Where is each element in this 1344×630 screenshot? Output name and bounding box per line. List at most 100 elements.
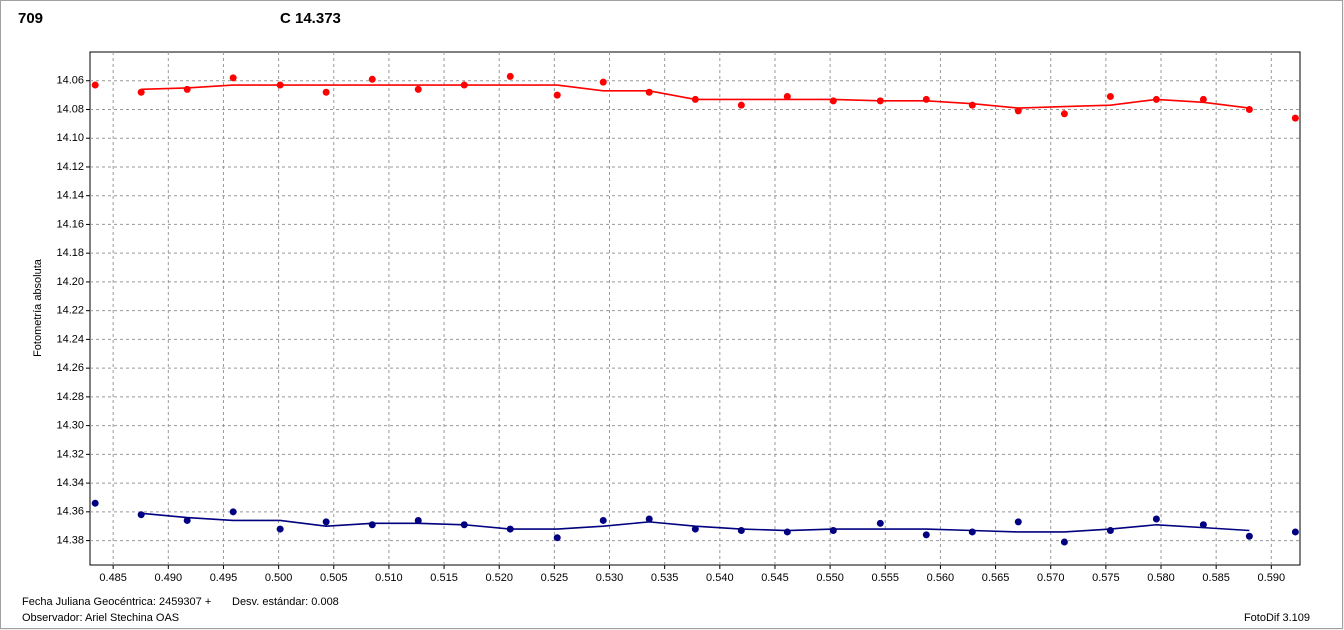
data-point — [1199, 95, 1207, 103]
x-tick-label: 0.560 — [927, 572, 955, 584]
data-point — [368, 521, 376, 529]
x-tick-label: 0.565 — [982, 572, 1010, 584]
data-point — [1245, 105, 1253, 113]
plot-area — [89, 51, 1301, 566]
data-point — [414, 85, 422, 93]
data-point — [922, 531, 930, 539]
data-point — [783, 93, 791, 101]
y-tick-label: 14.26 — [56, 362, 84, 374]
data-point — [922, 95, 930, 103]
data-point — [968, 101, 976, 109]
y-tick-label: 14.24 — [56, 333, 84, 345]
data-point — [829, 97, 837, 105]
data-point — [368, 75, 376, 83]
x-tick-label: 0.495 — [210, 572, 238, 584]
data-point — [553, 534, 561, 542]
y-tick-label: 14.12 — [56, 161, 84, 173]
data-point — [1291, 114, 1299, 122]
data-point — [691, 525, 699, 533]
data-point — [414, 516, 422, 524]
data-point — [876, 519, 884, 527]
x-tick-label: 0.520 — [485, 572, 513, 584]
y-tick-label: 14.38 — [56, 534, 84, 546]
data-point — [322, 518, 330, 526]
series-title: C 14.373 — [280, 10, 341, 27]
data-point — [1152, 515, 1160, 523]
y-tick-label: 14.20 — [56, 276, 84, 288]
y-tick-label: 14.14 — [56, 190, 84, 202]
data-point — [229, 74, 237, 82]
x-tick-label: 0.515 — [430, 572, 458, 584]
x-tick-label: 0.510 — [375, 572, 403, 584]
x-tick-label: 0.525 — [541, 572, 569, 584]
data-point — [1060, 110, 1068, 118]
y-axis-label: Fotometría absoluta — [32, 258, 44, 357]
data-point — [276, 81, 284, 89]
data-point — [645, 88, 653, 96]
data-point — [276, 525, 284, 533]
x-tick-label: 0.485 — [99, 572, 127, 584]
y-tick-label: 14.06 — [56, 75, 84, 87]
x-tick-label: 0.585 — [1202, 572, 1230, 584]
data-point — [829, 527, 837, 535]
data-point — [91, 81, 99, 89]
data-point — [137, 511, 145, 519]
data-point — [460, 81, 468, 89]
data-point — [645, 515, 653, 523]
x-tick-label: 0.555 — [872, 572, 900, 584]
data-point — [737, 101, 745, 109]
data-point — [322, 88, 330, 96]
y-tick-label: 14.22 — [56, 305, 84, 317]
x-tick-label: 0.490 — [155, 572, 183, 584]
y-tick-label: 14.36 — [56, 506, 84, 518]
data-point — [460, 521, 468, 529]
y-tick-label: 14.32 — [56, 448, 84, 460]
data-point — [1106, 93, 1114, 101]
x-tick-label: 0.500 — [265, 572, 293, 584]
y-tick-label: 14.08 — [56, 103, 84, 115]
data-point — [1245, 532, 1253, 540]
data-point — [783, 528, 791, 536]
data-point — [183, 85, 191, 93]
data-point — [1014, 518, 1022, 526]
y-tick-label: 14.16 — [56, 218, 84, 230]
x-tick-label: 0.545 — [761, 572, 789, 584]
y-tick-label: 14.18 — [56, 247, 84, 259]
footer-text: Fecha Juliana Geocéntrica: 2459307 + — [22, 596, 211, 608]
data-point — [1152, 95, 1160, 103]
data-point — [1291, 528, 1299, 536]
x-tick-label: 0.540 — [706, 572, 734, 584]
x-tick-label: 0.505 — [320, 572, 348, 584]
data-point — [1199, 521, 1207, 529]
data-point — [91, 499, 99, 507]
footer-text: Desv. estándar: 0.008 — [232, 596, 339, 608]
data-point — [876, 97, 884, 105]
data-point — [691, 95, 699, 103]
data-point — [599, 516, 607, 524]
data-point — [1106, 527, 1114, 535]
y-tick-label: 14.10 — [56, 132, 84, 144]
x-tick-label: 0.570 — [1037, 572, 1065, 584]
x-tick-label: 0.535 — [651, 572, 679, 584]
data-point — [1014, 107, 1022, 115]
series-title: 709 — [18, 10, 43, 27]
data-point — [553, 91, 561, 99]
data-point — [229, 508, 237, 516]
x-tick-label: 0.550 — [816, 572, 844, 584]
y-tick-label: 14.28 — [56, 391, 84, 403]
footer-text: Observador: Ariel Stechina OAS — [22, 612, 179, 624]
data-point — [506, 525, 514, 533]
footer-text: FotoDif 3.109 — [1244, 612, 1310, 624]
x-tick-label: 0.590 — [1258, 572, 1286, 584]
data-point — [968, 528, 976, 536]
x-tick-label: 0.530 — [596, 572, 624, 584]
data-point — [1060, 538, 1068, 546]
data-point — [737, 527, 745, 535]
x-tick-label: 0.580 — [1147, 572, 1175, 584]
data-point — [506, 72, 514, 80]
y-tick-label: 14.30 — [56, 420, 84, 432]
data-point — [183, 516, 191, 524]
data-point — [137, 88, 145, 96]
y-tick-label: 14.34 — [56, 477, 84, 489]
